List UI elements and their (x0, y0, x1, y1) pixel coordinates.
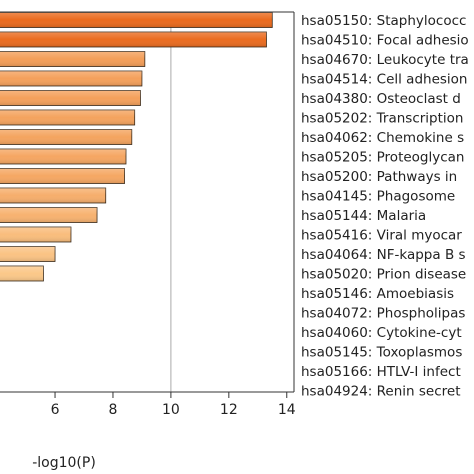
bar-shading (0, 207, 98, 223)
bar-shading (0, 188, 106, 203)
bar-shading (0, 227, 71, 242)
x-tick-label: 8 (109, 402, 118, 418)
x-tick-label: 6 (51, 402, 60, 418)
bar-shading (0, 90, 141, 106)
term-label: hsa04072: Phospholipas (301, 306, 465, 322)
term-label: hsa05145: Toxoplasmos (301, 345, 462, 361)
x-tick-label: 10 (162, 402, 180, 418)
bar-shading (0, 149, 126, 164)
term-label: hsa04064: NF-kappa B s (301, 247, 466, 263)
term-label: hsa04510: Focal adhesio (301, 33, 469, 49)
term-label: hsa05200: Pathways in (301, 169, 457, 185)
term-label: hsa04670: Leukocyte tra (301, 52, 469, 68)
bar-shading (0, 51, 145, 67)
bar-shading (0, 246, 56, 262)
term-label: hsa05202: Transcription (301, 111, 463, 127)
term-label: hsa05416: Viral myocar (301, 228, 462, 244)
x-tick-label: 14 (278, 402, 296, 418)
axis-layer: 6 8 10 12 14 (0, 11, 296, 418)
bar-shading (0, 129, 132, 145)
term-label: hsa05146: Amoebiasis (301, 286, 454, 302)
bar-shading (0, 110, 135, 125)
term-label: hsa04060: Cytokine-cyt (301, 325, 462, 341)
term-label: hsa04924: Renin secret (301, 384, 461, 400)
x-axis-title: -log10(P) (32, 455, 96, 471)
term-label: hsa04062: Chemokine s (301, 130, 464, 146)
bar-shading (0, 32, 267, 47)
term-label: hsa04145: Phagosome (301, 189, 455, 205)
term-label: hsa05144: Malaria (301, 208, 426, 224)
bar-shading (0, 168, 125, 184)
bar-shading (0, 71, 142, 86)
term-labels: hsa05150: Staphylococc hsa04510: Focal ad… (301, 13, 469, 400)
term-label: hsa05020: Prion disease (301, 267, 466, 283)
bar-shading (0, 12, 273, 28)
x-tick-label: 12 (220, 402, 238, 418)
bar-shading (0, 266, 44, 281)
term-label: hsa05166: HTLV-I infect (301, 364, 461, 380)
bars-layer (0, 12, 273, 282)
term-label: hsa05205: Proteoglycan (301, 150, 464, 166)
term-label: hsa05150: Staphylococc (301, 13, 466, 29)
term-label: hsa04514: Cell adhesion (301, 72, 467, 88)
term-label: hsa04380: Osteoclast d (301, 91, 461, 107)
